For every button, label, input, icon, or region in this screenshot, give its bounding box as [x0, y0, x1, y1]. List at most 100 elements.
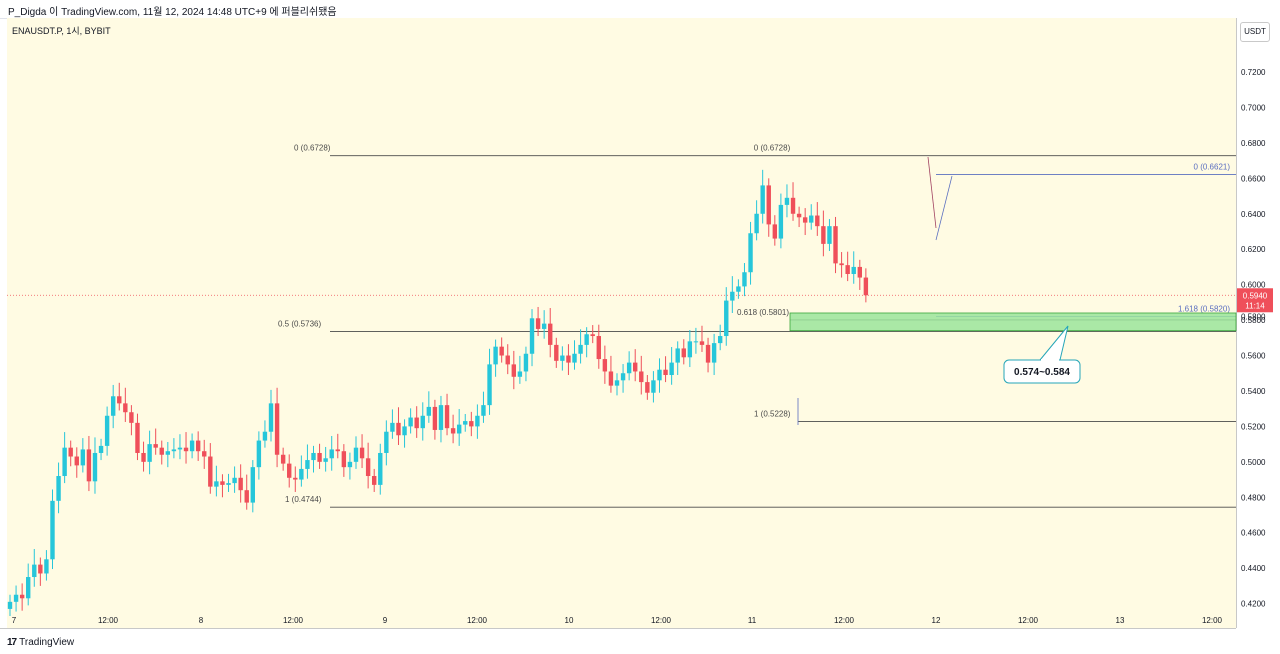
- candle-body: [657, 369, 662, 381]
- candle-body: [335, 449, 340, 452]
- time-tick-label: 13: [1116, 616, 1125, 625]
- footer: [0, 632, 1280, 654]
- price-tick-label: 0.5400: [1241, 387, 1266, 396]
- time-tick-label: 12:00: [1018, 616, 1039, 625]
- candle-body: [123, 403, 128, 413]
- candle-body: [614, 380, 620, 386]
- candle-body: [378, 452, 383, 485]
- candle-body: [742, 272, 747, 287]
- price-tick-label: 0.4800: [1241, 493, 1266, 502]
- candle-body: [56, 476, 61, 501]
- currency-button[interactable]: USDT: [1240, 22, 1270, 42]
- tradingview-brand: TradingView: [19, 637, 75, 648]
- candle-body: [293, 477, 298, 480]
- candle-body: [651, 380, 656, 393]
- candle-body: [596, 336, 601, 360]
- candle-body: [645, 382, 650, 393]
- candle-body: [827, 226, 832, 244]
- price-tick-label: 0.5800: [1241, 313, 1266, 322]
- candle-body: [572, 353, 577, 363]
- candle-body: [311, 452, 316, 461]
- candle-body: [766, 185, 771, 225]
- candle-body: [135, 422, 140, 453]
- candle-body: [608, 371, 614, 386]
- candle-body: [129, 412, 134, 423]
- fib-level-label: 0 (0.6621): [1194, 163, 1231, 172]
- price-tick-label: 0.7200: [1241, 68, 1266, 77]
- candle-body: [44, 559, 49, 574]
- time-tick-label: 12:00: [1202, 616, 1223, 625]
- candle-body: [639, 371, 644, 383]
- callout-label: 0.574~0.584: [1014, 367, 1070, 378]
- fib-level-label: 0 (0.6728): [754, 144, 791, 153]
- candle-body: [693, 341, 699, 343]
- fib-trend-line: [935, 175, 953, 241]
- candle-body: [110, 396, 116, 416]
- symbol-label[interactable]: ENAUSDT.P, 1시, BYBIT: [12, 26, 111, 36]
- price-tick-label: 0.6000: [1241, 281, 1266, 290]
- candle-body: [809, 215, 814, 223]
- candle-body: [863, 277, 869, 296]
- candle-body: [256, 440, 262, 468]
- candle-body: [420, 415, 425, 429]
- candle-body: [280, 454, 286, 464]
- candle-body: [80, 449, 86, 466]
- candle-body: [62, 447, 67, 477]
- candle-body: [86, 449, 92, 482]
- price-tick-label: 0.6800: [1241, 139, 1266, 148]
- candle-body: [74, 456, 79, 466]
- candle-body: [177, 447, 183, 450]
- candle-body: [578, 344, 583, 354]
- candle-body: [505, 355, 510, 365]
- fib-level-label: 1.618 (0.5820): [1178, 305, 1230, 314]
- candle-body: [347, 461, 353, 468]
- candle-body: [141, 452, 146, 462]
- candle-body: [730, 291, 735, 301]
- candle-body: [195, 440, 201, 452]
- candle-body: [699, 341, 705, 345]
- time-tick-label: 12:00: [283, 616, 304, 625]
- candle-body: [13, 594, 19, 602]
- time-tick-label: 12:00: [651, 616, 672, 625]
- candle-body: [202, 451, 207, 457]
- candle-body: [778, 204, 784, 239]
- last-price-countdown: 11:14: [1245, 301, 1265, 310]
- candle-body: [845, 265, 850, 275]
- candle-body: [68, 447, 73, 457]
- price-axis[interactable]: [1236, 18, 1280, 628]
- tradingview-logo[interactable]: 17 TradingView: [7, 637, 74, 648]
- fib-level-label: 0 (0.6728): [294, 144, 331, 153]
- candle-body: [26, 577, 31, 599]
- candle-body: [408, 417, 413, 427]
- candle-body: [602, 359, 608, 372]
- candle-body: [444, 405, 450, 429]
- candle-body: [402, 426, 407, 436]
- candle-body: [171, 449, 177, 452]
- candle-body: [287, 463, 292, 478]
- time-tick-label: 12:00: [467, 616, 488, 625]
- candle-body: [432, 406, 438, 430]
- candle-body: [220, 481, 225, 485]
- candle-body: [32, 564, 37, 578]
- candle-body: [754, 213, 759, 234]
- time-tick-label: 11: [748, 616, 757, 625]
- candle-body: [675, 348, 680, 363]
- candle-body: [92, 452, 98, 482]
- candle-body: [262, 431, 268, 441]
- candle-body: [208, 456, 213, 487]
- price-tick-label: 0.4600: [1241, 529, 1266, 538]
- candle-body: [517, 371, 523, 377]
- candle-body: [7, 601, 13, 609]
- candle-body: [669, 362, 674, 376]
- candle-body: [189, 440, 195, 452]
- candle-body: [268, 403, 274, 432]
- time-tick-label: 7: [12, 616, 17, 625]
- candle-body: [353, 447, 359, 462]
- price-tick-label: 0.5000: [1241, 458, 1266, 467]
- candle-body: [554, 344, 559, 361]
- candle-body: [414, 417, 419, 429]
- candle-body: [38, 564, 43, 574]
- candle-body: [463, 421, 468, 425]
- candle-body: [390, 422, 395, 432]
- price-tick-label: 0.6400: [1241, 210, 1266, 219]
